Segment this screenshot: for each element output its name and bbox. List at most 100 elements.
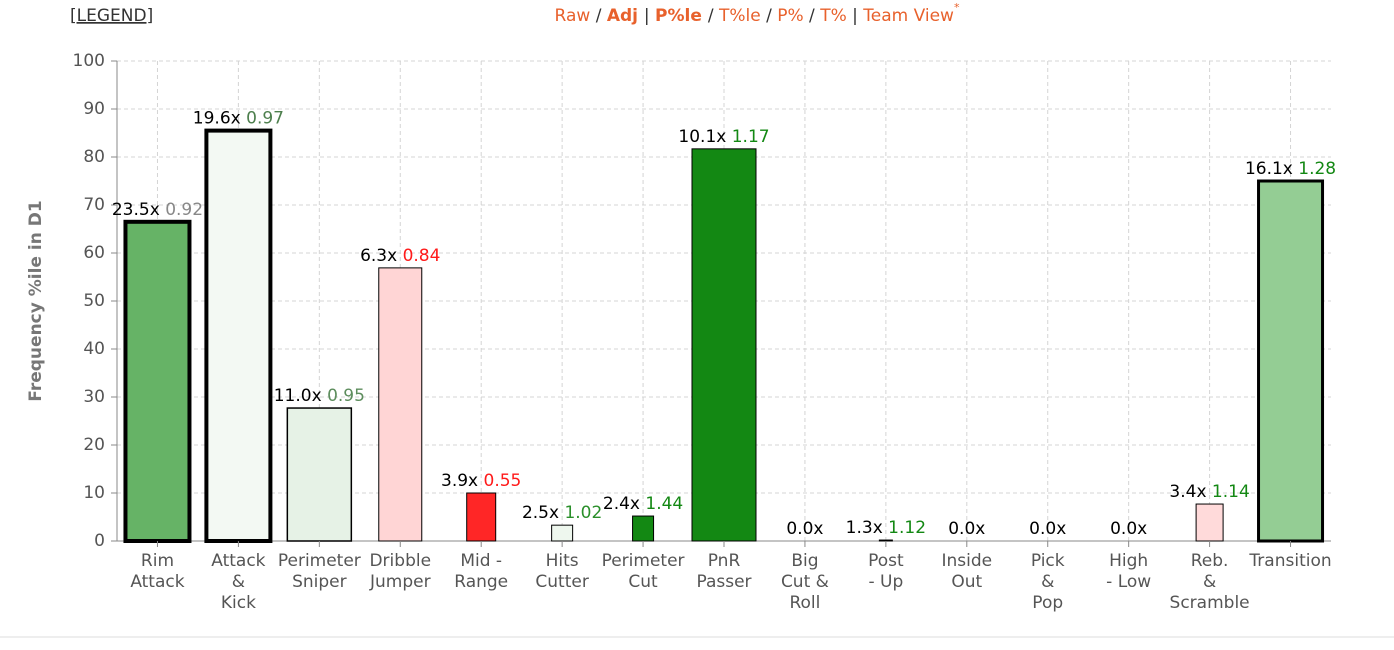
x-tick-label: Inside [941, 551, 992, 571]
y-tick-label: 10 [83, 483, 105, 503]
separator: | [852, 6, 863, 26]
y-tick-label: 20 [83, 435, 105, 455]
freq-label: 23.5x [112, 200, 165, 220]
x-tick-label: PnR [708, 551, 741, 571]
bar [551, 524, 574, 542]
y-axis-label: Frequency %ile in D1 [26, 200, 46, 401]
freq-label: 3.4x [1169, 482, 1212, 502]
bar-label: 10.1x 1.17 [678, 127, 769, 147]
bar-label: 0.0x [948, 519, 985, 539]
freq-label: 10.1x [678, 127, 731, 147]
view-link[interactable]: P% [777, 6, 809, 26]
eff-label: 1.28 [1298, 159, 1336, 179]
bar-label: 0.0x [1029, 519, 1066, 539]
x-tick-label: Reb. [1191, 551, 1229, 571]
eff-label: 1.14 [1212, 482, 1250, 502]
eff-label: 1.12 [888, 518, 926, 538]
freq-label: 16.1x [1245, 159, 1298, 179]
separator: / [708, 6, 719, 26]
bar [691, 148, 757, 542]
x-tick-label: Pick [1031, 551, 1065, 571]
bar [466, 492, 497, 542]
asterisk: * [954, 1, 960, 14]
bar-label: 0.0x [786, 519, 823, 539]
x-tick-label: & [1203, 572, 1216, 592]
x-tick-label: - Low [1106, 572, 1151, 592]
view-link[interactable]: Team View [862, 6, 954, 26]
freq-label: 3.9x [441, 471, 484, 491]
freq-label: 0.0x [1110, 519, 1147, 539]
bar-label: 19.6x 0.97 [193, 109, 284, 129]
y-tick-label: 70 [83, 195, 105, 215]
freq-label: 0.0x [786, 519, 823, 539]
x-tick-label: Cut [628, 572, 658, 592]
bar-label: 2.4x 1.44 [603, 494, 683, 514]
bar [1195, 503, 1224, 542]
bar [632, 515, 655, 542]
view-link[interactable]: P%le [655, 6, 708, 26]
bar-label: 0.0x [1110, 519, 1147, 539]
freq-label: 6.3x [360, 246, 403, 266]
x-tick-label: Range [454, 572, 508, 592]
separator: / [809, 6, 820, 26]
x-tick-label: Attack [211, 551, 265, 571]
bar [123, 219, 192, 544]
eff-label: 0.92 [165, 200, 203, 220]
y-tick-label: 100 [73, 51, 105, 71]
eff-label: 0.55 [484, 471, 522, 491]
x-tick-label: Sniper [292, 572, 347, 592]
bar-label: 3.9x 0.55 [441, 471, 521, 491]
eff-label: 1.02 [564, 503, 602, 523]
bar-label: 6.3x 0.84 [360, 246, 440, 266]
x-tick-label: High [1109, 551, 1148, 571]
x-tick-label: Kick [221, 593, 256, 613]
y-tick-label: 90 [83, 99, 105, 119]
view-links: Raw / Adj | P%le / T%le / P% / T% | Team… [555, 1, 960, 26]
y-tick-label: 40 [83, 339, 105, 359]
bar [1257, 179, 1325, 543]
x-tick-label: Post [868, 551, 904, 571]
x-tick-label: & [232, 572, 245, 592]
x-tick-label: Scramble [1170, 593, 1250, 613]
bar-label: 3.4x 1.14 [1169, 482, 1249, 502]
x-tick-label: & [1041, 572, 1054, 592]
bar [286, 407, 353, 542]
freq-label: 19.6x [193, 109, 246, 129]
eff-label: 1.44 [645, 494, 683, 514]
x-tick-label: Hits [546, 551, 579, 571]
bar [204, 128, 273, 543]
view-link[interactable]: T% [819, 6, 852, 26]
y-tick-label: 50 [83, 291, 105, 311]
x-tick-label: Out [951, 572, 982, 592]
bar-label: 16.1x 1.28 [1245, 159, 1336, 179]
y-tick-label: 80 [83, 147, 105, 167]
x-tick-label: Cut & [781, 572, 829, 592]
x-tick-label: Jumper [369, 572, 431, 592]
separator: / [766, 6, 777, 26]
eff-label: 0.84 [403, 246, 441, 266]
bar-label: 23.5x 0.92 [112, 200, 203, 220]
x-tick-label: Rim [141, 551, 174, 571]
legend-link[interactable]: [LEGEND] [70, 6, 153, 26]
separator: / [596, 6, 607, 26]
separator: | [644, 6, 655, 26]
view-link[interactable]: T%le [718, 6, 766, 26]
freq-label: 2.5x [522, 503, 565, 523]
view-link[interactable]: Adj [607, 6, 644, 26]
freq-label: 0.0x [1029, 519, 1066, 539]
x-tick-label: Passer [696, 572, 751, 592]
bar-label: 2.5x 1.02 [522, 503, 602, 523]
x-tick-label: Perimeter [602, 551, 685, 571]
x-tick-label: - Up [868, 572, 903, 592]
y-tick-label: 60 [83, 243, 105, 263]
view-link[interactable]: Raw [555, 6, 596, 26]
eff-label: 0.97 [246, 109, 284, 129]
x-tick-label: Big [791, 551, 818, 571]
freq-label: 11.0x [274, 386, 327, 406]
eff-label: 0.95 [327, 386, 365, 406]
x-tick-label: Attack [130, 572, 184, 592]
x-tick-label: Roll [789, 593, 820, 613]
eff-label: 1.17 [732, 127, 770, 147]
